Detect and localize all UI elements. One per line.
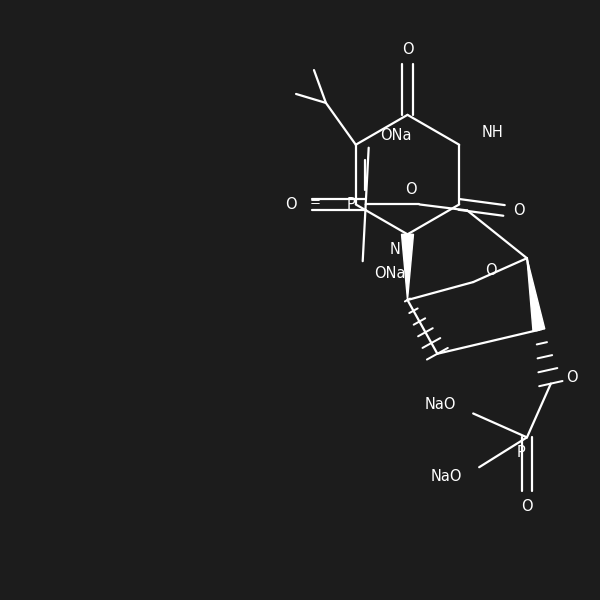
Text: NaO: NaO [431,469,462,484]
Text: N: N [390,242,401,257]
Text: O: O [521,499,533,514]
Text: P: P [517,445,526,460]
Polygon shape [527,258,545,331]
Text: =: = [310,196,320,209]
Text: O: O [513,203,525,218]
Text: NaO: NaO [425,397,456,412]
Text: O: O [566,370,578,385]
Polygon shape [401,235,413,300]
Text: O: O [404,182,416,197]
Text: ONa: ONa [374,266,406,281]
Text: NH: NH [481,125,503,140]
Text: ONa: ONa [380,128,412,143]
Text: O: O [401,41,413,56]
Text: O: O [285,197,297,212]
Text: O: O [485,263,497,278]
Text: P: P [346,197,355,212]
